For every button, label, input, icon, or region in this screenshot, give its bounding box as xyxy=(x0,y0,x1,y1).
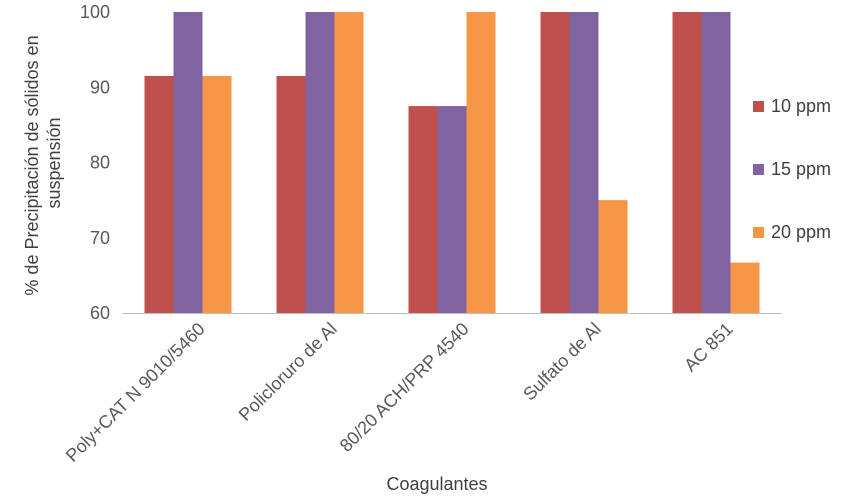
bar-3-2 xyxy=(334,12,364,313)
bar-2-5 xyxy=(701,12,731,313)
bar-2-1 xyxy=(173,12,203,313)
bar-1-4 xyxy=(540,12,570,313)
y-axis-tick-labels: 60 70 80 90 100 xyxy=(80,2,110,323)
y-tick-label: 70 xyxy=(90,228,110,248)
x-axis-tick-labels: Poly+CAT N 9010/5460 Policloruro de Al80/… xyxy=(62,319,737,466)
bar-1-2 xyxy=(276,75,306,314)
y-axis-title-line-1: % de Precipitación de sólidos en xyxy=(22,35,42,295)
bar-2-4 xyxy=(569,12,599,313)
y-tick-label: 60 xyxy=(90,303,110,323)
legend-label-2: 15 ppm xyxy=(771,159,831,179)
bar-3-1 xyxy=(202,75,232,314)
x-tick-label: Poly+CAT N 9010/5460 xyxy=(62,319,209,466)
bar-3-5 xyxy=(730,262,760,313)
y-axis-title: % de Precipitación de sólidos en suspens… xyxy=(22,30,64,295)
bars xyxy=(144,12,760,314)
bar-1-1 xyxy=(144,75,174,314)
x-axis-title: Coagulantes xyxy=(386,474,487,494)
bar-3-4 xyxy=(598,200,628,313)
y-axis-title-line-2: suspensión xyxy=(44,117,64,208)
legend-swatch-3 xyxy=(753,227,764,238)
bar-3-3 xyxy=(466,12,496,313)
y-tick-label: 100 xyxy=(80,2,110,22)
legend-label-3: 20 ppm xyxy=(771,222,831,242)
bar-2-2 xyxy=(305,12,335,313)
x-tick-label: Sulfato de Al xyxy=(519,319,605,405)
x-tick-label: 80/20 ACH/PRP 4540 xyxy=(336,319,473,456)
bar-2-3 xyxy=(437,106,467,313)
legend-label-1: 10 ppm xyxy=(771,96,831,116)
bar-1-5 xyxy=(672,12,702,313)
y-tick-label: 90 xyxy=(90,77,110,97)
y-tick-label: 80 xyxy=(90,153,110,173)
legend-swatch-2 xyxy=(753,164,764,175)
bar-1-3 xyxy=(408,106,438,313)
legend: 10 ppm 15 ppm 20 ppm xyxy=(753,96,831,242)
x-tick-label: AC 851 xyxy=(680,319,737,376)
x-tick-label: Policloruro de Al xyxy=(235,319,341,425)
legend-swatch-1 xyxy=(753,101,764,112)
